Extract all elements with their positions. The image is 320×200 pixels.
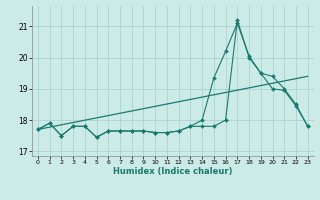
X-axis label: Humidex (Indice chaleur): Humidex (Indice chaleur) [113, 167, 233, 176]
